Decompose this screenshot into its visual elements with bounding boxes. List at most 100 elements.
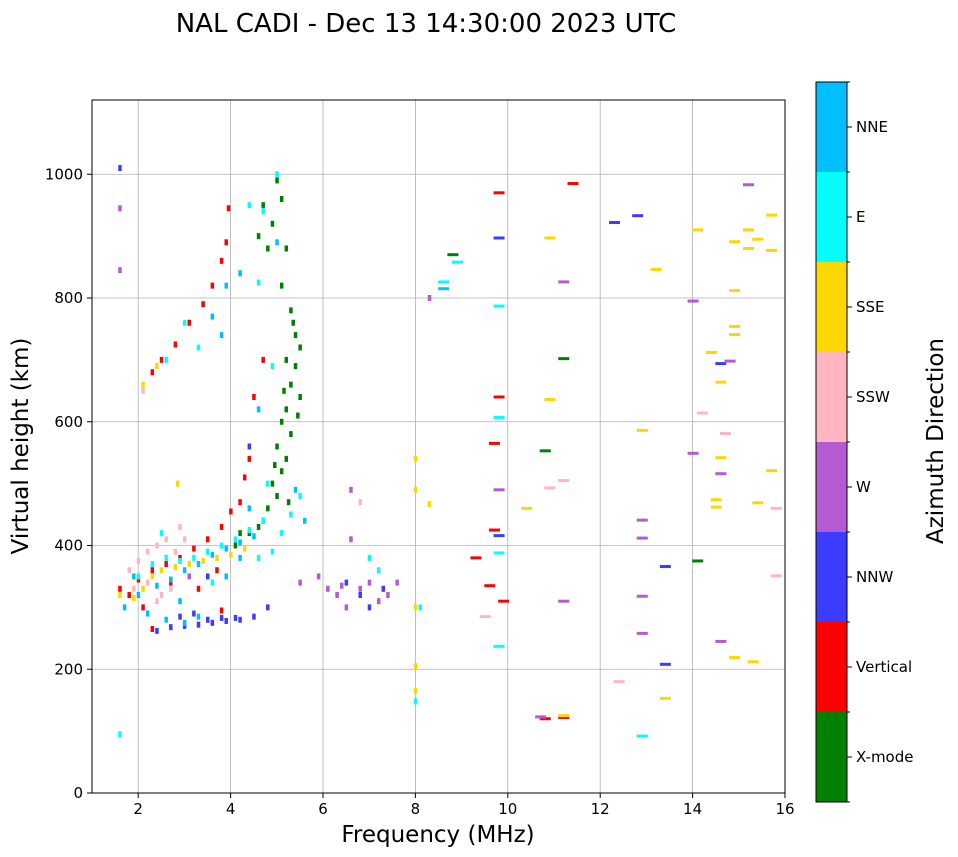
y-tick-label: 600 [54,413,83,431]
data-point [696,411,708,415]
data-point [127,592,131,598]
data-point [219,257,224,264]
data-point [747,660,759,664]
data-point [182,622,187,629]
data-point [224,239,228,246]
data-point [743,247,755,250]
data-point [395,579,399,586]
data-point [729,655,741,659]
data-point [159,530,164,537]
data-point [719,432,731,436]
data-point [636,428,648,432]
x-tick-label: 2 [133,800,143,818]
data-point [659,696,671,700]
data-point [201,301,205,308]
data-point [150,573,155,580]
data-point [210,619,215,626]
data-point [293,363,298,370]
data-point [316,573,321,580]
data-point [544,236,556,240]
data-point [344,579,349,586]
data-point [558,479,570,483]
data-point [427,501,432,508]
data-point [296,412,300,419]
data-point [567,182,579,186]
data-point [196,613,201,620]
data-point [252,533,256,540]
data-point [710,505,722,509]
colorbar-segment [816,352,847,442]
data-point [233,542,238,549]
data-point [275,443,279,450]
data-point [729,324,741,328]
x-tick-label: 16 [775,800,794,818]
y-tick-label: 400 [54,537,83,555]
data-point [687,451,699,455]
data-point [261,517,265,524]
data-point [376,567,381,574]
data-point [178,613,182,620]
data-point [150,561,155,568]
data-point [150,626,155,633]
data-point [715,362,727,366]
data-points [118,165,782,738]
data-point [127,567,131,574]
data-point [335,592,339,598]
data-point [256,279,261,286]
data-point [136,573,141,580]
data-point [224,282,228,289]
data-point [493,488,505,492]
data-point [710,498,722,502]
data-point [215,554,219,561]
colorbar-frame [815,81,848,803]
data-point [256,554,261,561]
data-point [206,548,210,555]
data-point [535,715,547,719]
data-point [558,599,570,603]
data-point [544,486,556,490]
data-point [743,228,755,232]
data-point [636,734,648,738]
data-point [224,545,228,552]
x-tick-label: 4 [226,800,236,818]
data-point [275,239,279,246]
data-point [521,506,533,510]
data-point [358,499,362,506]
data-point [636,631,648,635]
data-point [182,567,187,574]
data-point [155,598,159,605]
x-tick-label: 10 [498,800,517,818]
data-point [145,610,150,617]
colorbar-segment [816,82,847,172]
data-point [155,582,159,589]
data-point [182,619,187,626]
data-point [118,205,122,212]
y-axis-label: Virtual height (km) [8,338,34,555]
data-point [261,202,265,209]
data-point [558,716,570,720]
data-point [470,556,482,560]
data-point [367,579,372,586]
data-point [729,240,741,244]
data-point [376,598,381,605]
data-point [687,299,699,303]
data-point [558,280,570,284]
data-point [132,573,136,580]
x-tick-label: 12 [591,800,610,818]
data-point [289,511,293,518]
data-point [145,548,150,555]
data-point [132,595,136,602]
data-point [118,165,122,172]
data-point [438,280,450,284]
data-point [344,604,349,611]
data-point [279,282,284,289]
data-point [182,536,187,543]
data-point [118,267,122,274]
data-point [636,536,648,540]
data-point [247,202,252,209]
data-point [169,579,173,586]
data-point [275,493,279,499]
colorbar-tick-label: SSE [856,298,885,316]
colorbar-segment [816,262,847,352]
